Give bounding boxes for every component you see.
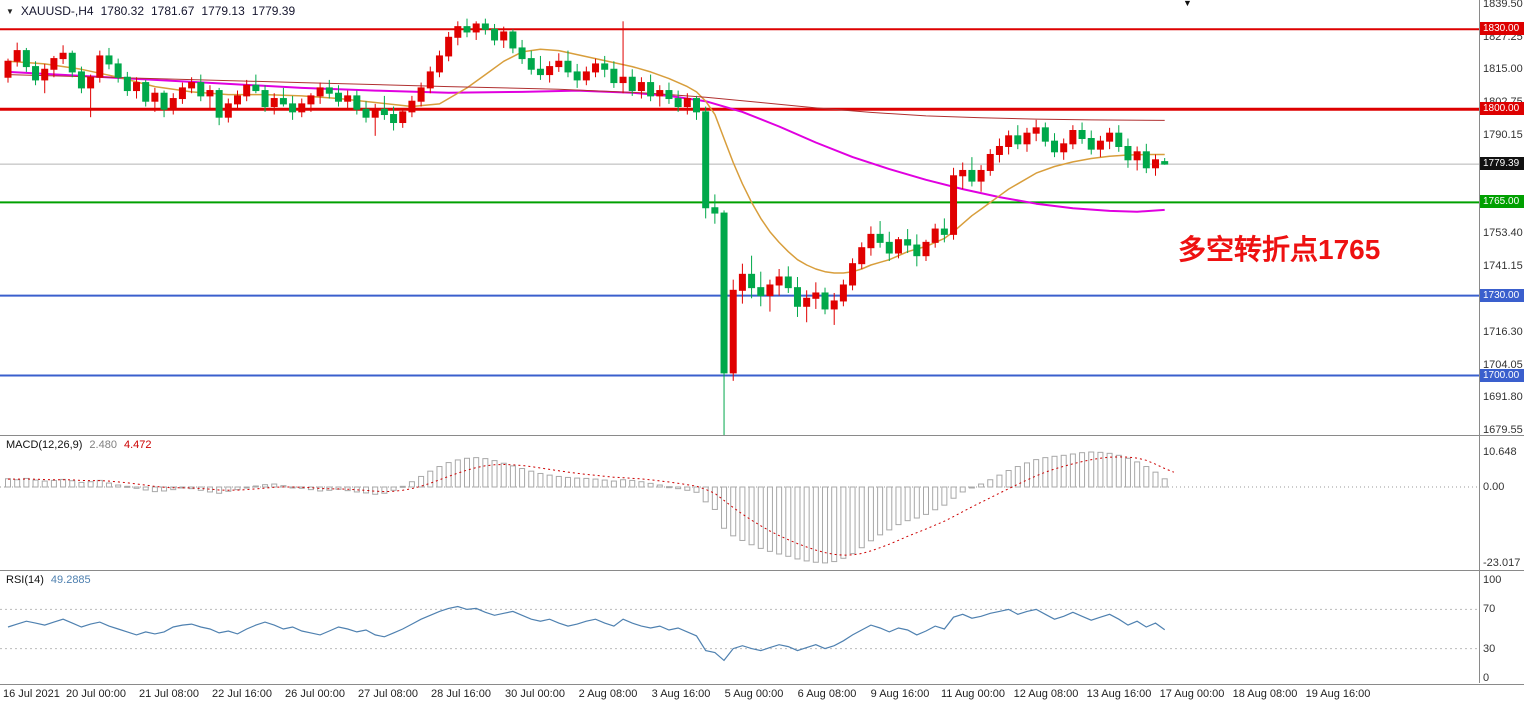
time-axis-label: 22 Jul 16:00 [212,688,272,700]
time-axis-label: 9 Aug 16:00 [870,688,930,700]
price-axis-tick: 1839.50 [1483,0,1523,10]
price-axis-tick: 1815.00 [1483,63,1523,75]
price-tag-1800-00: 1800.00 [1480,102,1524,115]
price-axis-tick: 1790.15 [1483,129,1523,141]
price-tag-1830-00: 1830.00 [1480,22,1524,35]
rsi-line [7,605,1166,662]
price-axis-tick: 1716.30 [1483,326,1523,338]
time-axis-label: 30 Jul 00:00 [505,688,565,700]
rsi-axis-tick: 100 [1483,574,1502,586]
price-tag-1700-00: 1700.00 [1480,369,1524,382]
time-axis-label: 3 Aug 16:00 [651,688,711,700]
time-axis-label: 27 Jul 08:00 [358,688,418,700]
macd-axis-tick: 10.648 [1483,446,1517,458]
macd-axis-tick: -23.017 [1483,557,1521,569]
time-axis-label: 5 Aug 00:00 [724,688,784,700]
rsi-canvas[interactable] [0,571,1479,683]
panel-separator-rsi[interactable] [0,570,1524,571]
time-axis-label: 28 Jul 16:00 [431,688,491,700]
quote-high: 1781.67 [151,4,195,18]
price-axis-tick: 1753.40 [1483,227,1523,239]
time-axis-label: 17 Aug 00:00 [1159,688,1225,700]
symbol-info: ▼ XAUUSD-,H4 1780.32 1781.67 1779.13 177… [6,4,295,18]
chart-annotation-text[interactable]: 多空转折点1765 [1178,234,1381,265]
time-axis-label: 19 Aug 16:00 [1305,688,1371,700]
rsi-axis-tick: 70 [1483,603,1496,615]
macd-axis-tick: 0.00 [1483,481,1505,493]
panel-separator-macd[interactable] [0,435,1524,436]
main-chart-canvas[interactable] [0,0,1479,435]
macd-value-main: 2.480 [89,439,117,451]
price-axis-tick: 1691.80 [1483,391,1523,403]
price-axis-border [1479,0,1480,683]
rsi-header: RSI(14) 49.2885 [6,574,91,586]
time-axis-label: 11 Aug 00:00 [940,688,1006,700]
collapse-triangle-icon[interactable]: ▼ [6,6,14,16]
macd-canvas[interactable] [0,436,1479,570]
time-axis-label: 16 Jul 2021 [3,688,60,700]
macd-panel[interactable]: MACD(12,26,9) 2.480 4.472 [0,436,1480,570]
ma-slow-darkred [7,74,1165,121]
price-tag-1765-00: 1765.00 [1480,195,1524,208]
time-axis-label: 6 Aug 08:00 [797,688,857,700]
macd-signal-line [7,456,1175,556]
time-axis-label: 2 Aug 08:00 [578,688,638,700]
ma-fast-orange [7,48,1165,274]
price-axis-tick: 1741.15 [1483,260,1523,272]
time-axis-label: 12 Aug 08:00 [1013,688,1079,700]
price-axis-tick: 1679.55 [1483,424,1523,436]
quote-close: 1779.39 [251,4,296,18]
rsi-panel[interactable]: RSI(14) 49.2885 [0,571,1480,683]
main-chart-panel[interactable]: ▼ XAUUSD-,H4 1780.32 1781.67 1779.13 177… [0,0,1480,435]
rsi-axis-tick: 30 [1483,643,1496,655]
price-axis[interactable]: 1839.501827.251815.001802.751790.151753.… [1480,0,1524,684]
rsi-title: RSI(14) [6,574,44,586]
candlesticks [4,18,1169,435]
rsi-axis-tick: 0 [1483,672,1490,684]
price-tag-1779-39: 1779.39 [1480,157,1524,170]
macd-value-signal: 4.472 [123,439,152,451]
rsi-value: 49.2885 [50,574,91,586]
quote-open: 1780.32 [100,4,144,18]
time-axis-label: 26 Jul 00:00 [285,688,345,700]
time-axis-label: 21 Jul 08:00 [139,688,199,700]
ma-mid-magenta [7,70,1165,213]
macd-title: MACD(12,26,9) [6,439,83,451]
time-axis-label: 18 Aug 08:00 [1232,688,1298,700]
time-axis-label: 13 Aug 16:00 [1086,688,1152,700]
time-axis[interactable]: 16 Jul 2021 20 Jul 00:00 21 Jul 08:00 22 Ju… [0,684,1524,704]
symbol-period-label: XAUUSD-,H4 [20,4,94,18]
time-axis-label: 20 Jul 00:00 [66,688,126,700]
chart-shift-marker-icon[interactable]: ▼ [1183,0,1192,8]
price-tag-1730-00: 1730.00 [1480,289,1524,302]
price-axis-tick: 1704.05 [1483,359,1523,371]
quote-low: 1779.13 [201,4,245,18]
macd-header: MACD(12,26,9) 2.480 4.472 [6,439,151,451]
macd-histogram [5,451,1168,564]
